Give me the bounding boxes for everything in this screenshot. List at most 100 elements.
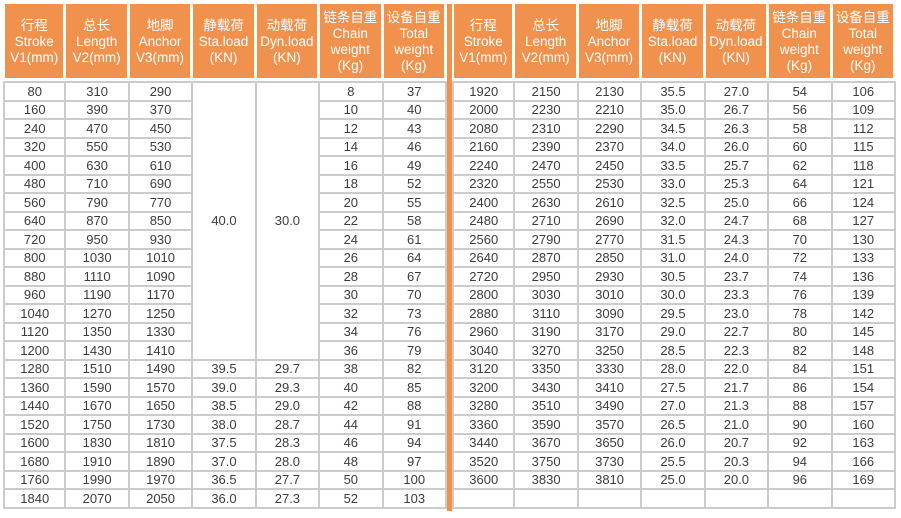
column-header-length: 总长 Length V2(mm): [66, 4, 130, 81]
table-row: 1760 1990 1970 36.5 27.7 50 100: [3, 471, 447, 490]
table-cell-total-weight: 163: [832, 434, 896, 453]
table-cell-length: 1990: [66, 471, 130, 490]
table-cell-length: 1110: [66, 268, 130, 287]
table-cell-total-weight: 157: [832, 397, 896, 416]
table-cell-stroke: 2480: [452, 212, 516, 231]
table-cell-length: 3750: [515, 453, 579, 472]
table-cell-length: 790: [66, 194, 130, 213]
table-cell-sta-load: 28.5: [642, 342, 706, 361]
table-row: 80 310 290 40.0 30.0 8 37: [3, 81, 447, 361]
table-cell-dyn-load: 22.7: [705, 323, 770, 342]
table-cell-stroke: 2080: [452, 120, 516, 139]
column-header-text: 地脚: [146, 17, 174, 33]
table-cell-total-weight: 169: [832, 471, 896, 490]
table-cell-chain-weight: 56: [769, 101, 833, 120]
table-cell-length: 1430: [66, 342, 130, 361]
table-row: 720 950 930 24 61: [3, 231, 447, 250]
table-cell-stroke: 3120: [452, 360, 516, 379]
table-cell-length: 1750: [66, 416, 130, 435]
table-cell-stroke: 1120: [3, 323, 67, 342]
table-cell-length: 2630: [515, 194, 579, 213]
table-cell-total-weight: 121: [832, 175, 896, 194]
table-cell-total-weight: 136: [832, 268, 896, 287]
table-cell-anchor: 930: [129, 231, 194, 250]
table-cell-total-weight: 70: [383, 286, 447, 305]
table-cell-sta-load: 38.0: [193, 416, 257, 435]
table-row: 1680 1910 1890 37.0 28.0 48 97: [3, 453, 447, 472]
table-cell-length: 2870: [515, 249, 579, 268]
table-cell-chain-weight: 62: [769, 157, 833, 176]
table-cell-anchor: 2050: [129, 490, 194, 509]
table-cell-total-weight: [832, 490, 896, 509]
table-cell-length: 950: [66, 231, 130, 250]
table-cell-anchor: 1810: [129, 434, 194, 453]
table-cell-total-weight: 118: [832, 157, 896, 176]
table-cell-dyn-load: 28.7: [256, 416, 321, 435]
table-cell-stroke: 720: [3, 231, 67, 250]
table-cell-anchor: 290: [129, 81, 194, 102]
table-cell-sta-load: 33.0: [642, 175, 706, 194]
table-cell-stroke: 2960: [452, 323, 516, 342]
table-row: 800 1030 1010 26 64: [3, 249, 447, 268]
table-cell-total-weight: 142: [832, 305, 896, 324]
table-row: 160 390 370 10 40: [3, 101, 447, 120]
table-cell-chain-weight: 34: [320, 323, 384, 342]
table-cell-total-weight: 43: [383, 120, 447, 139]
column-header-text: (KN): [658, 49, 687, 65]
table-cell-length: 3270: [515, 342, 579, 361]
table-row: 2880 3110 3090 29.5 23.0 78 142: [452, 305, 896, 324]
table-row: 2320 2550 2530 33.0 25.3 64 121: [452, 175, 896, 194]
table-cell-anchor: 3650: [578, 434, 643, 453]
column-header-text: Sta.load: [198, 33, 249, 49]
table-cell-dyn-load: 21.7: [705, 379, 770, 398]
table-cell-total-weight: 97: [383, 453, 447, 472]
table-cell-sta-load: 30.0: [642, 286, 706, 305]
table-cell-sta-load: 27.0: [642, 397, 706, 416]
table-cell-anchor: 3570: [578, 416, 643, 435]
column-header-text: Total weight: [394, 25, 434, 57]
table-cell-sta-load: 35.5: [642, 81, 706, 102]
table-cell-sta-load: 33.5: [642, 157, 706, 176]
table-cell-total-weight: 85: [383, 379, 447, 398]
table-cell-total-weight: 166: [832, 453, 896, 472]
table-cell-length: 310: [66, 81, 130, 102]
column-header-total-weight: 设备自重 Total weight (Kg): [383, 4, 447, 81]
table-cell-dyn-load: 25.0: [705, 194, 770, 213]
table-cell-dyn-load: 21.0: [705, 416, 770, 435]
table-cell-length: 3590: [515, 416, 579, 435]
table-cell-dyn-load: 21.3: [705, 397, 770, 416]
table-cell-length: 3110: [515, 305, 579, 324]
table-cell-sta-load: 37.0: [193, 453, 257, 472]
table-cell-dyn-load: 29.7: [256, 360, 321, 379]
table-cell-sta-load: 34.5: [642, 120, 706, 139]
table-cell-sta-load: 27.5: [642, 379, 706, 398]
table-row: 2080 2310 2290 34.5 26.3 58 112: [452, 120, 896, 139]
table-cell-sta-load: 31.5: [642, 231, 706, 250]
table-cell-anchor: 1010: [129, 249, 194, 268]
table-cell-anchor: 2370: [578, 138, 643, 157]
table-cell-anchor: 450: [129, 120, 194, 139]
sta-load-merged-cell: 40.0: [193, 81, 257, 361]
table-row: 1840 2070 2050 36.0 27.3 52 103: [3, 490, 447, 509]
table-cell-stroke: 2240: [452, 157, 516, 176]
column-header-text: (KN): [273, 49, 301, 65]
column-header-sta-load: 静载荷 Sta.load (KN): [642, 4, 706, 81]
table-cell-total-weight: 145: [832, 323, 896, 342]
column-header-text: Length: [75, 33, 118, 49]
column-header-text: 设备自重: [835, 9, 890, 25]
table-cell-length: 3830: [515, 471, 579, 490]
column-header-text: Sta.load: [647, 33, 698, 49]
table-cell-chain-weight: 54: [769, 81, 833, 102]
table-row: 1040 1270 1250 32 73: [3, 305, 447, 324]
table-cell-sta-load: [642, 490, 706, 509]
table-cell-stroke: 2400: [452, 194, 516, 213]
table-cell-anchor: 2930: [578, 268, 643, 287]
table-cell-length: 2230: [515, 101, 579, 120]
table-cell-anchor: 850: [129, 212, 194, 231]
table-cell-dyn-load: 27.3: [256, 490, 321, 509]
column-header-stroke: 行程 Stroke V1(mm): [452, 4, 516, 81]
table-cell-chain-weight: 72: [769, 249, 833, 268]
table-body-left: 80 310 290 40.0 30.0 8 37 160 390 370 10 40 240 470 45…: [3, 81, 447, 509]
table-cell-dyn-load: 27.0: [705, 81, 770, 102]
table-cell-stroke: 960: [3, 286, 67, 305]
